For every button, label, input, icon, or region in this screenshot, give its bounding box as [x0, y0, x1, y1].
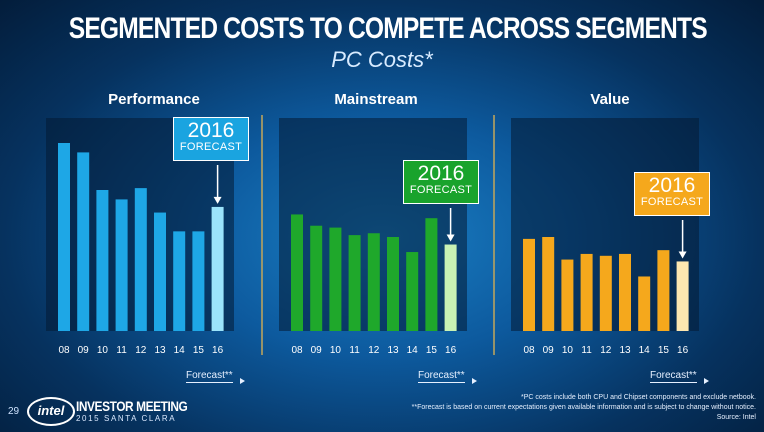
bar-mainstream-12 [367, 233, 380, 331]
slide-title: SEGMENTED COSTS TO COMPETE ACROSS SEGMEN… [68, 12, 708, 45]
footnote-forecast: **Forecast is based on current expectati… [411, 404, 756, 411]
tick-label-mainstream-12: 12 [368, 345, 380, 356]
tick-label-value-08: 08 [523, 345, 535, 356]
bar-performance-15 [192, 231, 205, 331]
panel-title-performance: Performance [108, 91, 200, 108]
forecast-label: FORECAST [179, 141, 243, 153]
tick-label-mainstream-16: 16 [445, 345, 457, 356]
tick-label-performance-11: 11 [116, 345, 127, 356]
page-number: 29 [8, 406, 20, 417]
tick-label-mainstream-13: 13 [387, 345, 399, 356]
forecast-link-arrow-icon [472, 378, 477, 384]
bar-value-14 [638, 276, 651, 331]
bar-performance-12 [134, 188, 147, 331]
bar-value-13 [619, 253, 631, 331]
tick-label-performance-16: 16 [212, 345, 224, 356]
bar-performance-09 [77, 152, 90, 331]
forecast-link-performance[interactable]: Forecast** [186, 370, 233, 383]
tick-label-performance-13: 13 [154, 345, 166, 356]
bar-performance-11 [115, 199, 128, 331]
bar-performance-08 [58, 143, 70, 331]
panel-title-value: Value [590, 91, 630, 108]
forecast-link-mainstream[interactable]: Forecast** [418, 370, 465, 383]
tick-label-performance-15: 15 [193, 345, 205, 356]
panel-title-mainstream: Mainstream [334, 91, 418, 108]
tick-label-value-15: 15 [658, 345, 670, 356]
forecast-year: 2016 [417, 162, 465, 185]
tick-label-mainstream-14: 14 [407, 345, 419, 356]
forecast-label: FORECAST [409, 184, 473, 196]
bar-performance-10 [96, 190, 109, 331]
tick-label-performance-12: 12 [135, 345, 147, 356]
tick-label-mainstream-15: 15 [426, 345, 438, 356]
bar-value-11 [580, 253, 593, 331]
slide-subtitle: PC Costs* [331, 47, 433, 72]
forecast-arrow-head-performance [213, 196, 222, 204]
bar-mainstream-09 [310, 225, 323, 331]
bar-mainstream-08 [291, 214, 303, 331]
forecast-year: 2016 [648, 174, 696, 197]
forecast-arrow-head-value [678, 251, 687, 259]
bar-value-09 [542, 237, 555, 331]
tick-label-value-16: 16 [677, 345, 689, 356]
bar-performance-13 [154, 212, 166, 331]
bar-mainstream-14 [406, 252, 419, 331]
event-title: INVESTOR MEETING [76, 398, 188, 414]
tick-label-mainstream-10: 10 [330, 345, 342, 356]
tick-label-value-13: 13 [619, 345, 631, 356]
tick-label-value-14: 14 [639, 345, 651, 356]
forecast-arrow-head-mainstream [446, 234, 455, 242]
tick-label-mainstream-08: 08 [291, 345, 303, 356]
forecast-link-value[interactable]: Forecast** [650, 370, 697, 383]
footnote-pc-costs: *PC costs include both CPU and Chipset c… [520, 394, 756, 401]
footnotes: *PC costs include both CPU and Chipset c… [412, 393, 756, 423]
tick-label-performance-10: 10 [97, 345, 109, 356]
bar-mainstream-15 [425, 218, 438, 331]
intel-logo: intel [27, 397, 75, 426]
forecast-year: 2016 [187, 119, 235, 142]
panel-divider [261, 115, 263, 355]
bar-value-12 [599, 255, 612, 331]
tick-label-performance-08: 08 [58, 345, 70, 356]
footnote-source: Source: Intel [716, 414, 756, 421]
bar-mainstream-10 [329, 227, 342, 331]
tick-label-mainstream-11: 11 [349, 345, 360, 356]
tick-label-mainstream-09: 09 [311, 345, 323, 356]
bar-performance-16 [211, 206, 224, 331]
bar-value-15 [657, 250, 670, 331]
event-subtitle: 2015 SANTA CLARA [76, 414, 177, 423]
bar-value-08 [523, 238, 535, 331]
panel-divider [493, 115, 495, 355]
bar-mainstream-13 [387, 237, 399, 331]
forecast-label: FORECAST [640, 196, 704, 208]
forecast-link-arrow-icon [704, 378, 709, 384]
forecast-box-mainstream: 2016 FORECAST [403, 160, 479, 204]
forecast-link-arrow-icon [240, 378, 245, 384]
tick-label-value-11: 11 [581, 345, 592, 356]
bar-value-10 [561, 259, 574, 331]
bar-mainstream-16 [444, 244, 457, 331]
tick-label-performance-09: 09 [78, 345, 90, 356]
event-brand: INVESTOR MEETING 2015 SANTA CLARA [76, 399, 207, 423]
tick-label-performance-14: 14 [174, 345, 186, 356]
tick-label-value-12: 12 [600, 345, 612, 356]
forecast-box-value: 2016 FORECAST [634, 172, 710, 216]
tick-label-value-10: 10 [562, 345, 574, 356]
bar-mainstream-11 [348, 235, 361, 331]
forecast-box-performance: 2016 FORECAST [173, 117, 249, 161]
bar-performance-14 [173, 231, 186, 331]
tick-label-value-09: 09 [543, 345, 555, 356]
bar-value-16 [676, 261, 689, 331]
